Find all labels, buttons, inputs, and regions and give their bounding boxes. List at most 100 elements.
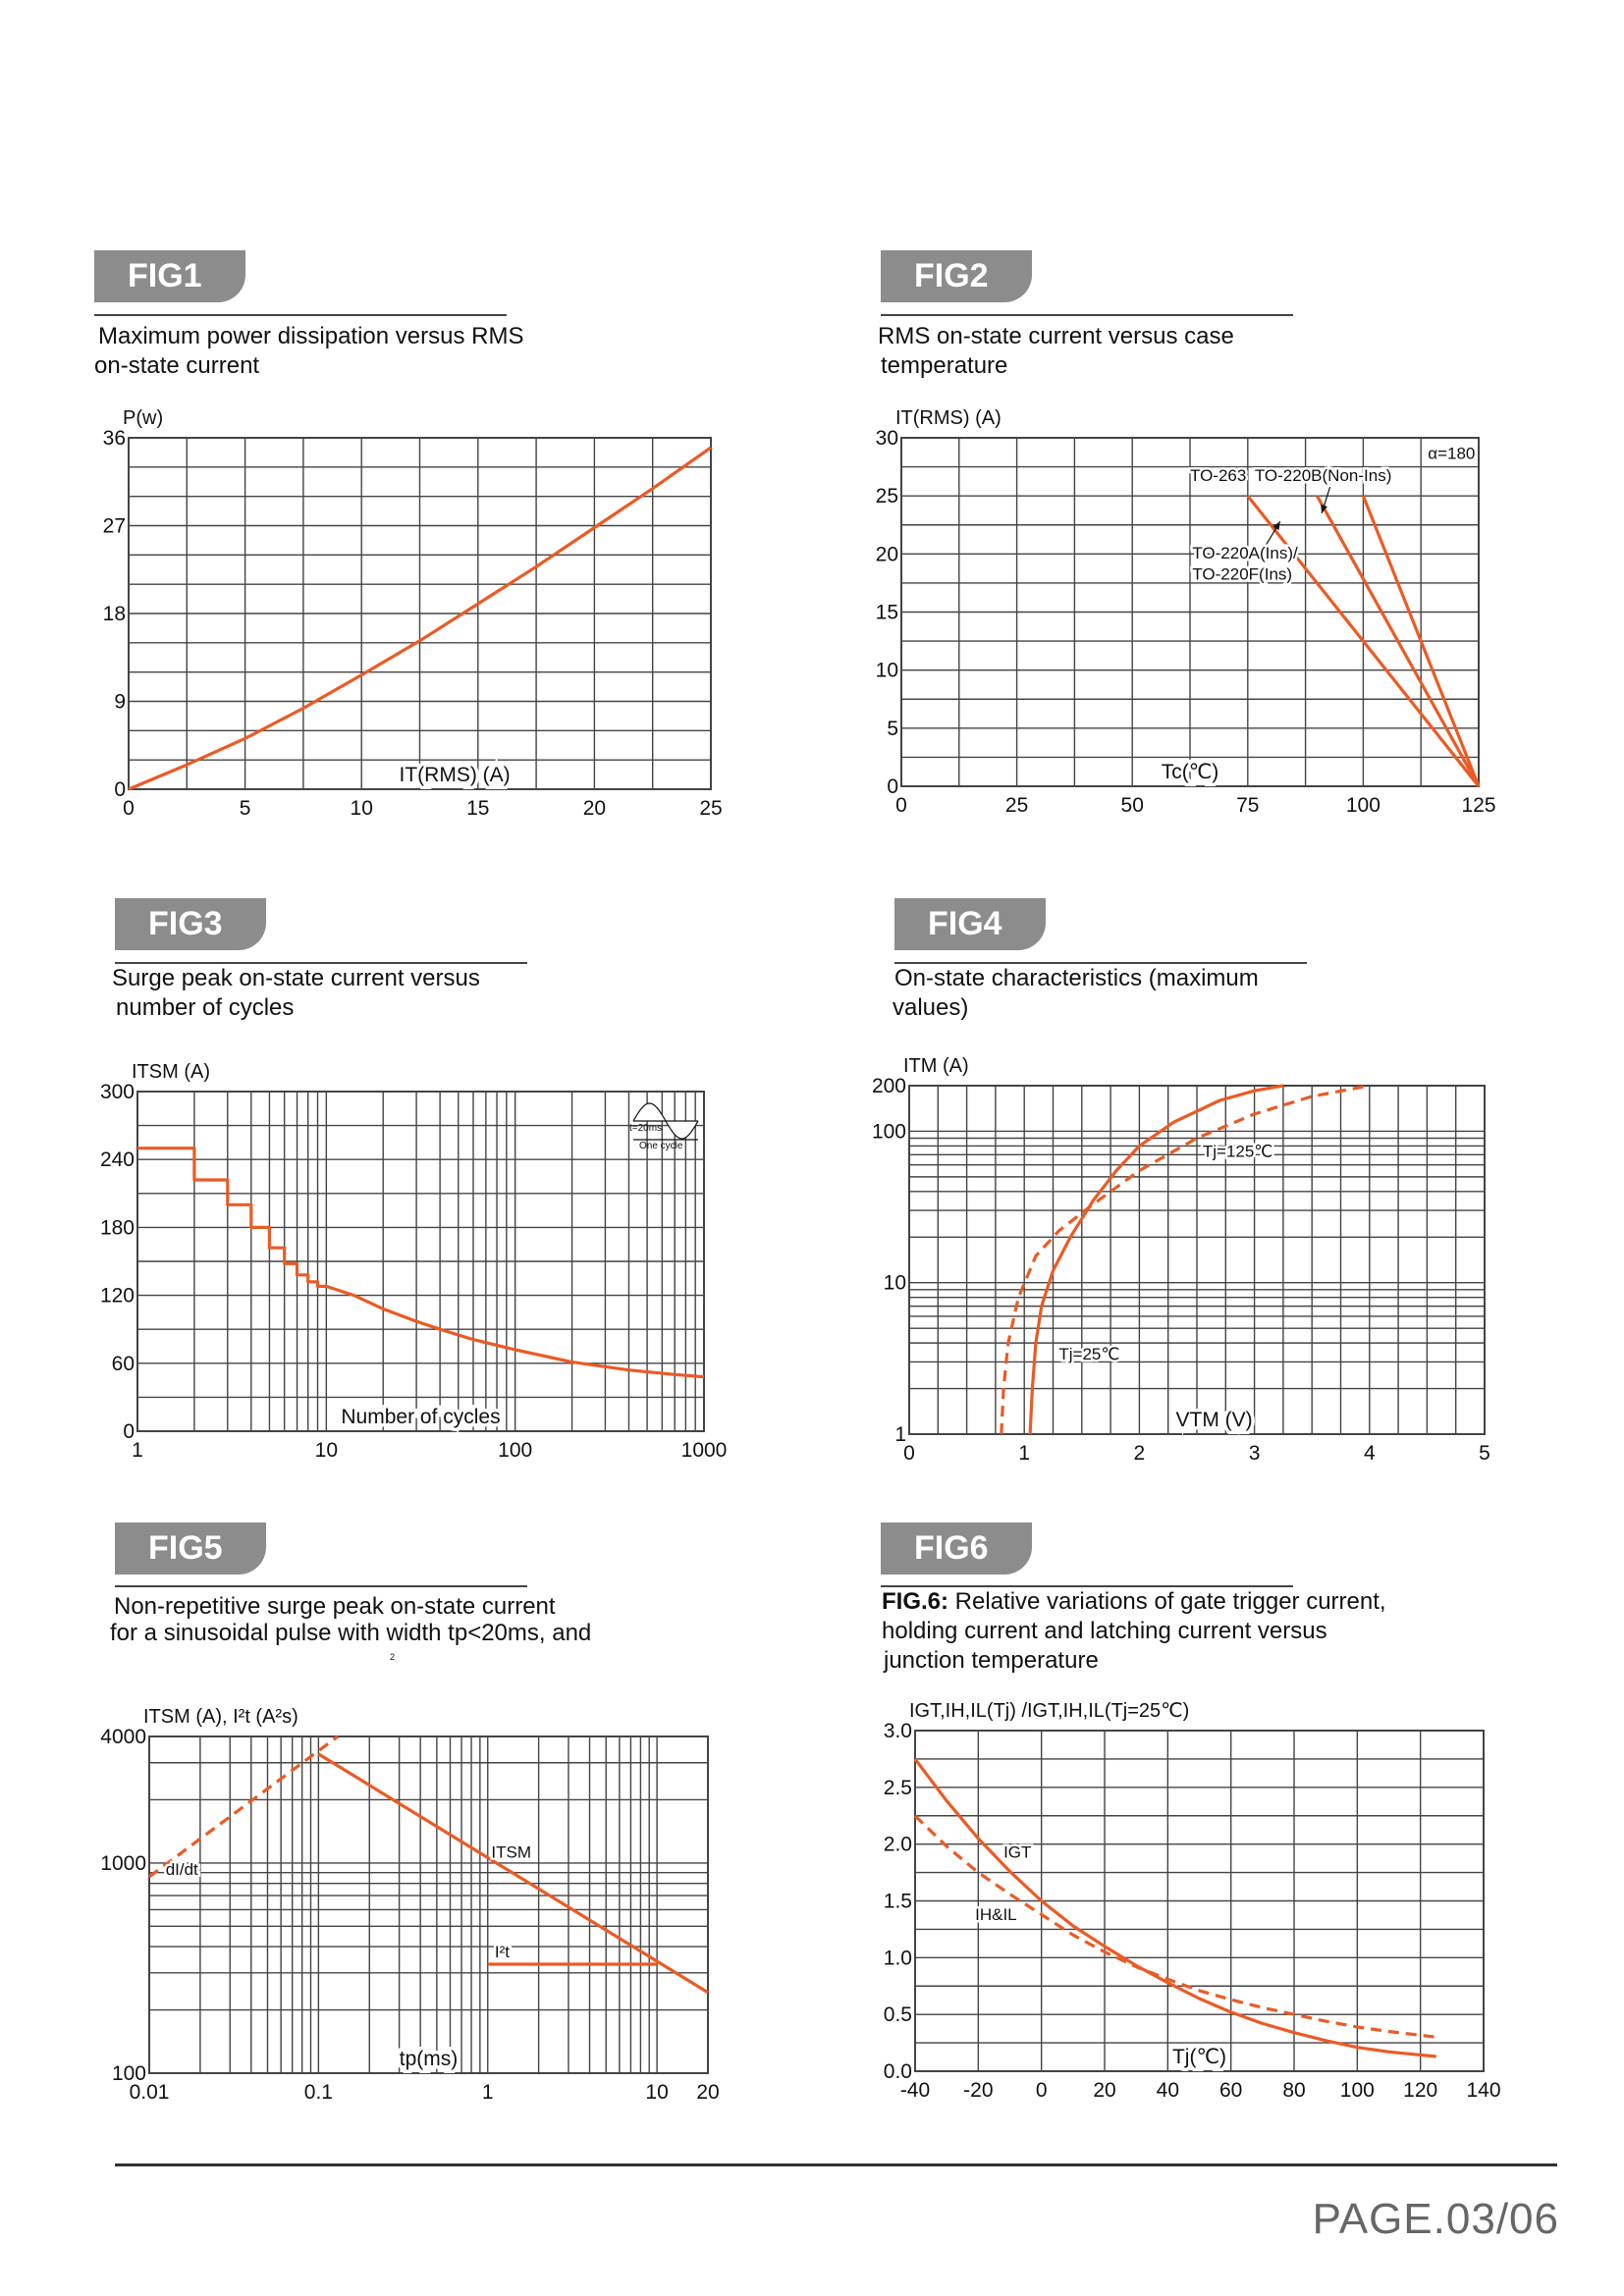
x-tick-label: 1 xyxy=(1018,1442,1030,1465)
y-tick-label: 180 xyxy=(100,1216,135,1239)
y-tick-label: 5 xyxy=(887,718,898,740)
x-tick-label: 100 xyxy=(1346,794,1380,817)
y-tick-label: 10 xyxy=(884,1272,906,1295)
fig2-title-line: temperature xyxy=(881,352,1008,379)
x-tick-label: 0 xyxy=(903,1442,915,1465)
x-tick-label: -40 xyxy=(900,2079,930,2102)
grid xyxy=(909,1085,1485,1435)
y-tick-label: 300 xyxy=(100,1081,135,1103)
y-tick-label: 9 xyxy=(114,691,126,714)
annotation-label: TO-263 xyxy=(1190,466,1246,485)
y-tick-label: 0.5 xyxy=(884,2003,912,2026)
fig5-rule xyxy=(115,1585,527,1587)
fig5-title: Non-repetitive surge peak on-state curre… xyxy=(110,1593,591,1646)
x-tick-label: 25 xyxy=(699,797,722,820)
x-tick-label: 0.1 xyxy=(304,2081,333,2104)
x-axis-label: tp(ms) xyxy=(400,2048,459,2070)
annotation-label: Tj=25℃ xyxy=(1058,1345,1119,1363)
annotation-label: α=180 xyxy=(1428,444,1475,462)
fig2-chart: 0 25 50 75 100 125 0 5 10 15 20 25 30 Tc(℃) IT(RMS) (A… xyxy=(876,407,1496,817)
fig5-tab: FIG5 xyxy=(115,1522,266,1575)
x-tick-label: 1000 xyxy=(681,1439,728,1462)
series-line xyxy=(148,1735,339,1879)
series-line xyxy=(1316,495,1481,787)
fig2-title: RMS on-state current versus case tempera… xyxy=(878,322,1234,381)
plot-frame xyxy=(900,437,1480,787)
x-tick-label: 50 xyxy=(1121,794,1144,817)
one-cycle-inset: t=20ms One cycle xyxy=(629,1102,699,1151)
plot-frame xyxy=(136,1091,705,1432)
x-tick-label: 0.01 xyxy=(130,2081,170,2104)
grid xyxy=(129,438,711,789)
y-tick-label: 120 xyxy=(100,1285,135,1308)
annotation-label: TO-220A(Ins)/ xyxy=(1192,544,1298,562)
y-tick-label: 0 xyxy=(114,778,126,801)
grid xyxy=(915,1731,1484,2071)
annotation-label: I²t xyxy=(495,1943,510,1961)
grid xyxy=(136,1092,705,1431)
fig3-rule xyxy=(115,962,527,964)
x-tick-label: 20 xyxy=(696,2081,719,2104)
x-tick-label: 1 xyxy=(132,1439,143,1462)
fig3-chart: 1 10 100 1000 0 60 120 180 240 300 Number of cycle… xyxy=(100,1061,727,1462)
arrow-head-icon xyxy=(1321,504,1327,513)
y-axis-label: ITSM (A), I²t (A²s) xyxy=(143,1706,298,1728)
y-tick-label: 30 xyxy=(876,427,898,450)
grid xyxy=(901,438,1479,786)
y-axis-label: ITM (A) xyxy=(903,1055,969,1077)
plot-frame xyxy=(128,437,712,790)
x-tick-label: -20 xyxy=(963,2079,993,2102)
x-tick-label: 0 xyxy=(1036,2079,1048,2102)
y-axis-label: IT(RMS) (A) xyxy=(895,407,1001,429)
x-axis-label: Tc(℃) xyxy=(1162,761,1219,783)
y-tick-label: 1000 xyxy=(100,1852,146,1875)
x-tick-label: 20 xyxy=(1093,2079,1115,2102)
series-line xyxy=(1246,495,1481,787)
x-tick-label: 100 xyxy=(498,1439,532,1462)
y-tick-label: 1.5 xyxy=(884,1891,912,1913)
y-tick-label: 36 xyxy=(103,427,126,450)
series-line xyxy=(913,1814,1436,2039)
y-tick-label: 2.5 xyxy=(884,1777,912,1799)
fig1-title: Maximum power dissipation versus RMS on-… xyxy=(94,322,524,381)
fig5-title-line: for a sinusoidal pulse with width tp<20m… xyxy=(110,1620,592,1646)
annotation-label: TO-220B(Non-Ins) xyxy=(1255,466,1392,485)
annotation-label: IGT xyxy=(1003,1843,1031,1862)
y-tick-label: 240 xyxy=(100,1148,135,1171)
page-number: PAGE.03/06 xyxy=(1312,2195,1559,2243)
x-tick-label: 125 xyxy=(1461,794,1495,817)
x-tick-label: 140 xyxy=(1466,2079,1500,2102)
grid xyxy=(148,1735,709,2074)
fig4-title-line: values) xyxy=(893,994,969,1021)
x-tick-label: 0 xyxy=(123,797,135,820)
y-tick-label: 60 xyxy=(112,1353,135,1375)
fig3-title-line: Surge peak on-state current versus xyxy=(112,965,480,991)
x-tick-label: 5 xyxy=(240,797,251,820)
x-tick-label: 2 xyxy=(1134,1442,1146,1465)
y-axis-label: P(w) xyxy=(123,407,163,429)
fig5-title-line: Non-repetitive surge peak on-state curre… xyxy=(114,1593,556,1620)
fig1-title-line: Maximum power dissipation versus RMS xyxy=(98,323,524,349)
fig5-chart: 0.01 0.1 1 10 20 100 1000 4000 tp(ms) ITSM (A), I… xyxy=(100,1706,719,2104)
y-tick-label: 20 xyxy=(876,543,898,565)
fig6-title-line: junction temperature xyxy=(884,1647,1099,1674)
fig4-tab: FIG4 xyxy=(894,898,1046,950)
series-line xyxy=(1361,495,1481,787)
x-tick-label: 75 xyxy=(1236,794,1259,817)
fig2-rule xyxy=(881,314,1293,316)
cycle-label: One cycle xyxy=(639,1141,683,1151)
plot-frame xyxy=(148,1735,709,2074)
y-tick-label: 27 xyxy=(103,515,126,538)
y-tick-label: 100 xyxy=(112,2062,146,2085)
period-label: t=20ms xyxy=(629,1123,662,1134)
fig1-rule xyxy=(94,314,507,316)
y-tick-label: 0 xyxy=(887,775,898,798)
fig6-chart: -40 -20 0 20 40 60 80 100 120 140 0.0 0.5 1.0 1.5 2.0 2… xyxy=(884,1700,1501,2102)
fig2-tab: FIG2 xyxy=(881,250,1032,302)
x-tick-label: 20 xyxy=(583,797,606,820)
x-axis-label: Number of cycles xyxy=(341,1406,500,1428)
fig1-title-line: on-state current xyxy=(94,352,260,379)
x-tick-label: 80 xyxy=(1282,2079,1305,2102)
x-tick-label: 3 xyxy=(1249,1442,1261,1465)
